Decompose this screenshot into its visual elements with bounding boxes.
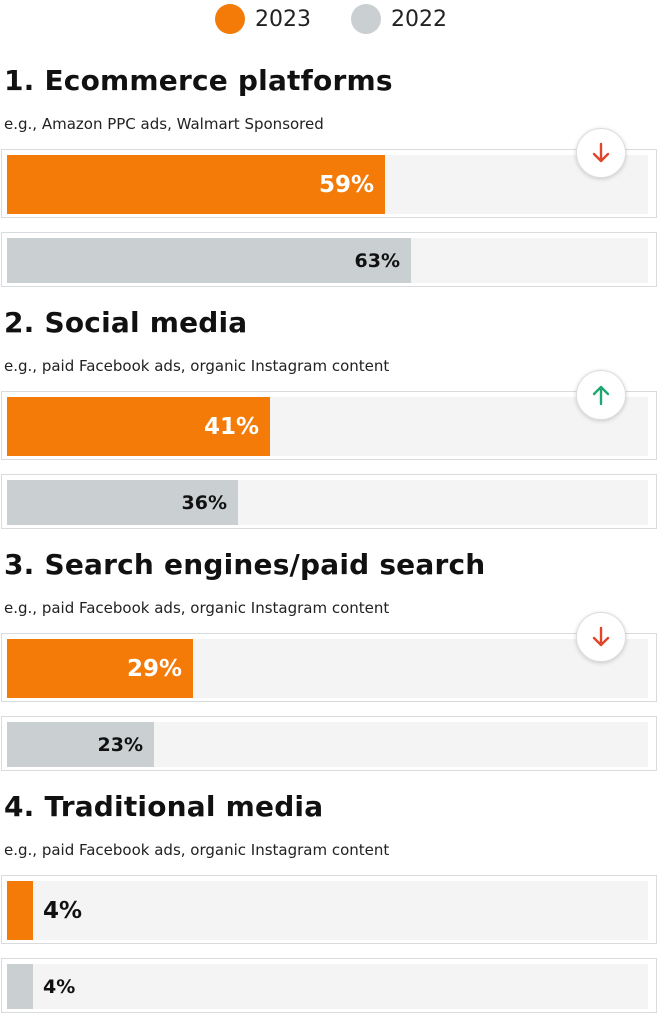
category-title: 3. Search engines/paid search bbox=[4, 548, 486, 581]
bar-2022 bbox=[7, 480, 238, 525]
bar-2023 bbox=[7, 155, 385, 214]
legend-label-2022: 2022 bbox=[391, 6, 447, 32]
trend-badge bbox=[576, 128, 626, 178]
bar-value-label-2023: 29% bbox=[126, 655, 182, 682]
bar-value-label-2023: 41% bbox=[203, 413, 259, 440]
arrow-up-icon bbox=[592, 385, 610, 406]
legend-swatch-2023 bbox=[215, 4, 245, 34]
bar-2023 bbox=[7, 881, 33, 940]
bar-frame-2023: 29% bbox=[1, 633, 657, 702]
bar-2023 bbox=[7, 397, 270, 456]
bar-2023 bbox=[7, 639, 193, 698]
category-subtitle: e.g., paid Facebook ads, organic Instagr… bbox=[4, 599, 390, 617]
bar-value-label-2022: 36% bbox=[181, 491, 227, 514]
category-title: 2. Social media bbox=[4, 306, 248, 339]
legend-item-2022: 2022 bbox=[351, 3, 447, 35]
bar-track-2023: 4% bbox=[7, 881, 648, 940]
bar-track-2022: 36% bbox=[7, 480, 648, 525]
bar-track-2022: 23% bbox=[7, 722, 648, 767]
bar-track-2023: 29% bbox=[7, 639, 648, 698]
bar-frame-2023: 59% bbox=[1, 149, 657, 218]
bar-frame-2022: 23% bbox=[1, 716, 657, 771]
legend-swatch-2022 bbox=[351, 4, 381, 34]
category-title: 1. Ecommerce platforms bbox=[4, 64, 393, 97]
bar-track-2022: 4% bbox=[7, 964, 648, 1009]
bar-value-label-2022: 63% bbox=[354, 249, 400, 272]
bar-value-label-2022: 23% bbox=[97, 733, 143, 756]
bar-2022 bbox=[7, 964, 33, 1009]
bar-track-2023: 41% bbox=[7, 397, 648, 456]
category-subtitle: e.g., paid Facebook ads, organic Instagr… bbox=[4, 841, 390, 859]
category-subtitle: e.g., Amazon PPC ads, Walmart Sponsored bbox=[4, 115, 324, 133]
category-title: 4. Traditional media bbox=[4, 790, 324, 823]
bar-frame-2023: 4% bbox=[1, 875, 657, 944]
bar-frame-2022: 36% bbox=[1, 474, 657, 529]
bar-2022 bbox=[7, 238, 411, 283]
bar-value-label-2023: 4% bbox=[43, 897, 83, 924]
bar-track-2023: 59% bbox=[7, 155, 648, 214]
bar-value-label-2022: 4% bbox=[43, 975, 76, 998]
bar-value-label-2023: 59% bbox=[318, 171, 374, 198]
trend-badge bbox=[576, 612, 626, 662]
bar-frame-2022: 63% bbox=[1, 232, 657, 287]
legend-label-2023: 2023 bbox=[255, 6, 311, 32]
legend: 2023 2022 bbox=[0, 3, 659, 35]
bar-frame-2023: 41% bbox=[1, 391, 657, 460]
bar-track-2022: 63% bbox=[7, 238, 648, 283]
trend-badge bbox=[576, 370, 626, 420]
arrow-down-icon bbox=[592, 626, 610, 647]
legend-item-2023: 2023 bbox=[215, 3, 311, 35]
arrow-down-icon bbox=[592, 142, 610, 163]
bar-frame-2022: 4% bbox=[1, 958, 657, 1013]
category-subtitle: e.g., paid Facebook ads, organic Instagr… bbox=[4, 357, 390, 375]
bar-2022 bbox=[7, 722, 154, 767]
